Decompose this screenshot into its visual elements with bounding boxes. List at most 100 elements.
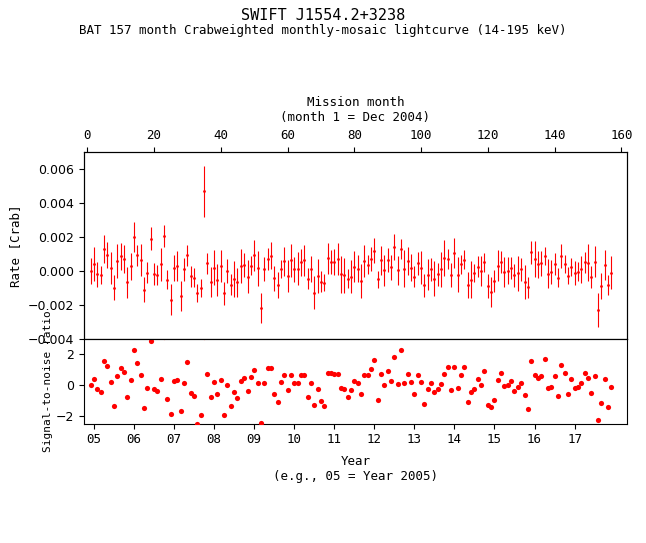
Point bbox=[142, 384, 152, 393]
Point bbox=[493, 375, 503, 384]
Point bbox=[483, 401, 493, 409]
Point bbox=[519, 390, 530, 399]
Point bbox=[496, 368, 506, 377]
Point bbox=[473, 375, 483, 383]
Point bbox=[266, 363, 276, 372]
Point bbox=[185, 389, 196, 397]
Point bbox=[256, 418, 266, 427]
Point bbox=[316, 396, 326, 405]
Point bbox=[109, 402, 119, 411]
Point bbox=[136, 370, 146, 379]
Point bbox=[242, 386, 253, 395]
Point bbox=[89, 375, 99, 383]
Point bbox=[399, 379, 410, 388]
Point bbox=[179, 378, 189, 387]
Point bbox=[546, 382, 556, 391]
Point bbox=[449, 363, 459, 371]
Point bbox=[439, 370, 450, 378]
Point bbox=[306, 379, 316, 388]
Point bbox=[172, 376, 183, 384]
Point bbox=[152, 387, 163, 395]
Point bbox=[526, 357, 536, 365]
Point bbox=[329, 370, 339, 379]
Point bbox=[202, 370, 213, 379]
Point bbox=[599, 375, 610, 383]
Point bbox=[419, 400, 430, 408]
Point bbox=[443, 363, 453, 371]
Point bbox=[579, 368, 590, 377]
Point bbox=[433, 385, 443, 394]
Point bbox=[576, 379, 587, 388]
Point bbox=[379, 380, 390, 389]
Point bbox=[556, 361, 567, 370]
Point bbox=[422, 384, 433, 393]
Point bbox=[342, 393, 353, 401]
Point bbox=[216, 376, 226, 384]
Point bbox=[262, 364, 273, 372]
Point bbox=[229, 388, 239, 396]
Point bbox=[566, 374, 576, 383]
Point bbox=[489, 395, 499, 404]
Point bbox=[225, 401, 236, 410]
Point bbox=[386, 376, 396, 385]
Point bbox=[333, 369, 343, 378]
Point bbox=[253, 378, 263, 387]
Point bbox=[159, 332, 169, 341]
Point bbox=[366, 365, 376, 374]
Point bbox=[486, 403, 496, 412]
Point bbox=[466, 388, 476, 396]
Point bbox=[402, 370, 413, 378]
Point bbox=[92, 385, 103, 394]
Point bbox=[139, 404, 149, 413]
Point bbox=[165, 410, 176, 419]
Point bbox=[509, 387, 519, 395]
Point bbox=[313, 385, 323, 394]
Point bbox=[393, 380, 403, 389]
Point bbox=[205, 392, 216, 401]
Point bbox=[583, 374, 593, 382]
Point bbox=[189, 392, 199, 400]
Point bbox=[309, 401, 319, 409]
Point bbox=[119, 368, 129, 376]
Point bbox=[85, 381, 96, 390]
Point bbox=[516, 378, 526, 387]
Point bbox=[96, 388, 106, 396]
Point bbox=[533, 374, 543, 382]
Point bbox=[503, 380, 513, 389]
Point bbox=[286, 371, 296, 380]
Point bbox=[219, 410, 229, 419]
Point bbox=[513, 383, 523, 392]
Point bbox=[369, 356, 379, 365]
Point bbox=[289, 378, 299, 387]
Point bbox=[382, 367, 393, 375]
Point bbox=[105, 378, 116, 387]
Point bbox=[282, 386, 293, 394]
Point bbox=[593, 416, 603, 425]
Point bbox=[336, 383, 346, 392]
X-axis label: Year
(e.g., 05 = Year 2005): Year (e.g., 05 = Year 2005) bbox=[273, 454, 438, 483]
Point bbox=[319, 402, 329, 411]
Point bbox=[413, 370, 423, 379]
Point bbox=[122, 392, 132, 401]
Point bbox=[426, 379, 436, 388]
X-axis label: Mission month
(month 1 = Dec 2004): Mission month (month 1 = Dec 2004) bbox=[280, 96, 430, 124]
Point bbox=[446, 386, 456, 395]
Point bbox=[233, 393, 243, 402]
Y-axis label: Rate [Crab]: Rate [Crab] bbox=[9, 204, 23, 287]
Point bbox=[125, 375, 136, 384]
Point bbox=[573, 382, 583, 391]
Point bbox=[359, 371, 370, 380]
Point bbox=[196, 411, 206, 419]
Point bbox=[543, 383, 553, 392]
Point bbox=[416, 377, 426, 386]
Point bbox=[156, 375, 166, 383]
Point bbox=[373, 396, 383, 405]
Text: SWIFT J1554.2+3238: SWIFT J1554.2+3238 bbox=[241, 8, 405, 23]
Point bbox=[356, 390, 366, 399]
Point bbox=[456, 371, 466, 380]
Point bbox=[569, 383, 579, 392]
Point bbox=[453, 384, 463, 393]
Point bbox=[269, 390, 279, 399]
Point bbox=[436, 380, 446, 388]
Point bbox=[259, 378, 269, 387]
